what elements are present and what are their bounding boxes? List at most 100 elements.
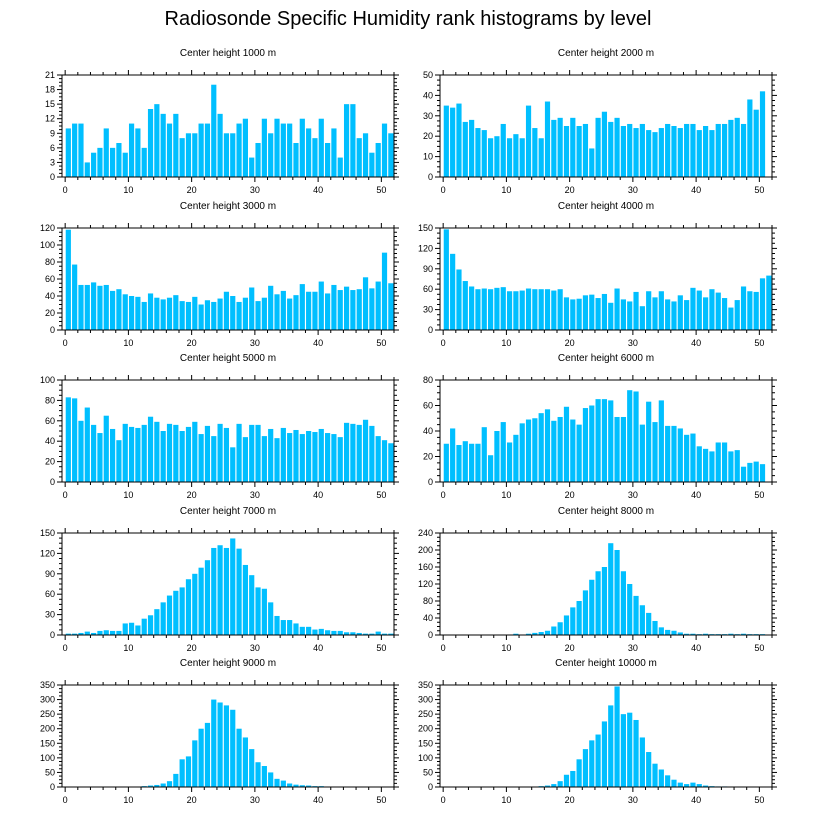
histogram-bar (652, 763, 658, 787)
histogram-bar (639, 123, 645, 177)
histogram-bar (318, 281, 324, 330)
histogram-bar (128, 123, 135, 177)
x-tick-label: 10 (501, 490, 511, 500)
x-tick-label: 20 (187, 185, 197, 195)
histogram-bar (721, 298, 728, 330)
histogram-bar (481, 427, 487, 482)
histogram-bar (557, 117, 563, 177)
histogram-bar (274, 615, 280, 635)
histogram-bar (677, 128, 683, 177)
x-tick-label: 10 (501, 795, 511, 805)
y-tick-label: 0 (428, 172, 433, 182)
x-tick-label: 20 (187, 643, 197, 653)
histogram-bar (343, 632, 350, 635)
histogram-bar (658, 128, 664, 177)
histogram-bar (544, 630, 551, 635)
histogram-bar (236, 548, 242, 635)
histogram-bar (627, 123, 633, 177)
histogram-bar (84, 631, 90, 635)
histogram-bar (388, 633, 394, 635)
histogram-bar (299, 626, 305, 635)
histogram-bar (703, 126, 709, 177)
histogram-bar (249, 749, 255, 787)
histogram-bar (255, 143, 261, 177)
histogram-bar (519, 290, 525, 330)
y-tick-label: 21 (45, 70, 55, 80)
histogram-bar (274, 438, 280, 482)
histogram-bar (557, 289, 563, 330)
histogram-bar (78, 420, 84, 482)
x-tick-label: 40 (313, 643, 323, 653)
histogram-bar (703, 448, 709, 482)
histogram-bar (696, 784, 702, 787)
panel-title: Center height 5000 m (180, 353, 276, 364)
histogram-bar (595, 734, 601, 787)
histogram-bar (544, 101, 551, 177)
x-tick-label: 30 (250, 338, 260, 348)
histogram-bar (488, 455, 494, 482)
histogram-bar (614, 117, 620, 177)
histogram-bar (343, 104, 350, 177)
y-tick-label: 120 (418, 243, 433, 253)
x-tick-label: 50 (754, 338, 764, 348)
histogram-bar (179, 587, 185, 635)
histogram-bar (690, 633, 696, 635)
y-tick-label: 15 (45, 99, 55, 109)
histogram-bar (728, 119, 734, 177)
histogram-bar (128, 622, 135, 635)
histogram-bar (211, 436, 217, 482)
x-tick-label: 50 (376, 490, 386, 500)
x-tick-label: 50 (376, 643, 386, 653)
histogram-bar (728, 451, 734, 482)
histogram-bar (601, 567, 608, 635)
x-tick-label: 50 (376, 795, 386, 805)
histogram-bar (759, 464, 766, 482)
histogram-bar (369, 152, 375, 177)
histogram-bar (627, 584, 633, 635)
histogram-bar (538, 289, 544, 330)
histogram-bar (116, 630, 122, 635)
x-tick-label: 30 (628, 795, 638, 805)
histogram-bar (646, 752, 652, 787)
histogram-bar (160, 299, 166, 330)
histogram-bar (135, 128, 141, 177)
histogram-bar (665, 775, 671, 787)
histogram-bar (677, 295, 683, 330)
histogram-bar (595, 117, 601, 177)
histogram-bar (135, 625, 141, 635)
histogram-bar (179, 759, 185, 787)
x-tick-label: 50 (754, 185, 764, 195)
histogram-bar (740, 123, 747, 177)
y-tick-label: 0 (50, 477, 55, 487)
histogram-bar (337, 290, 343, 330)
histogram-bar (230, 447, 236, 482)
histogram-bar (369, 288, 375, 330)
histogram-bar (306, 785, 312, 787)
histogram-bar (211, 699, 217, 787)
histogram-bar (551, 290, 557, 330)
histogram-bar (544, 785, 551, 787)
histogram-bar (740, 633, 747, 635)
histogram-bar (582, 408, 589, 482)
histogram-bar (671, 425, 677, 482)
histogram-bar (525, 105, 532, 177)
histogram-bar (576, 759, 582, 787)
histogram-bar (469, 286, 475, 330)
histogram-bar (325, 143, 331, 177)
panel-5: Center height 5000 m 0 10 20 30 40 50 0 20 40 60 80… (40, 353, 399, 500)
histogram-bar (753, 461, 759, 482)
y-tick-label: 20 (45, 457, 55, 467)
histogram-bar (179, 301, 185, 330)
y-tick-label: 150 (418, 738, 433, 748)
histogram-bar (601, 721, 608, 787)
histogram-bar (274, 118, 280, 177)
histogram-bar (72, 123, 78, 177)
histogram-bar (595, 298, 601, 330)
histogram-bar (192, 573, 198, 635)
histogram-bar (343, 422, 350, 482)
histogram-bar (261, 588, 267, 635)
x-tick-label: 30 (250, 795, 260, 805)
histogram-bar (614, 416, 620, 482)
histogram-bar (141, 301, 147, 330)
